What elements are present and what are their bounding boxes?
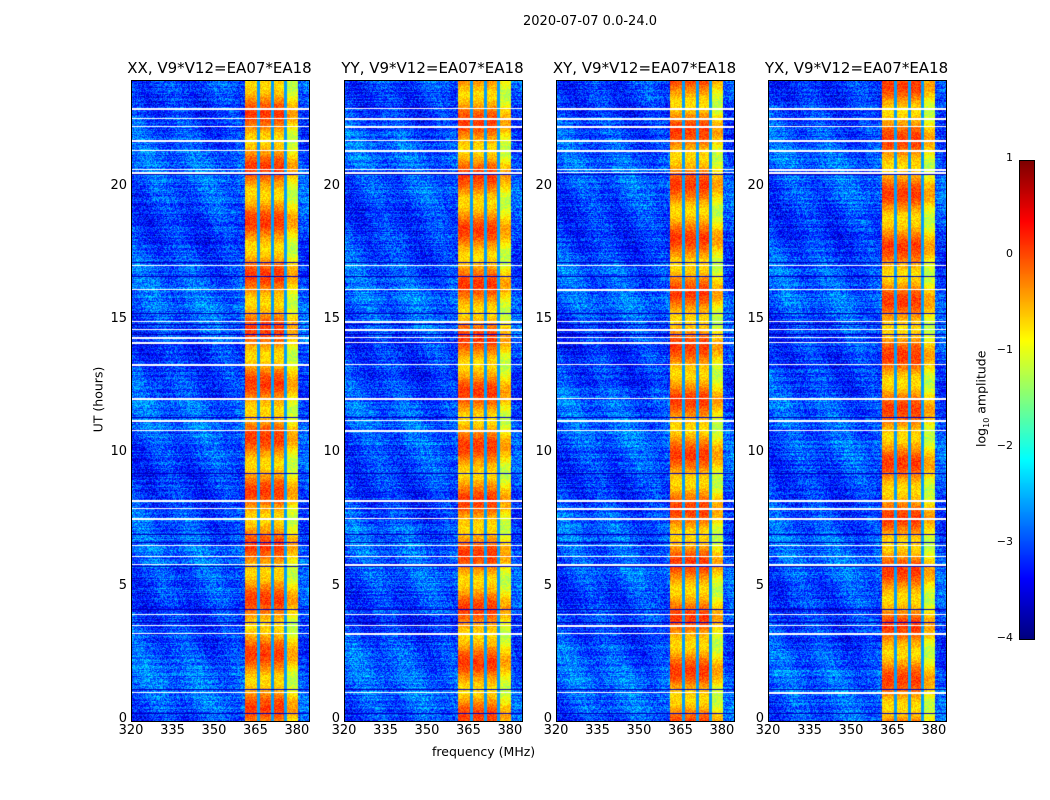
colorbar-label-log: log [973,427,989,447]
y-tick-label: 10 [535,444,552,460]
y-tick-label: 20 [535,177,552,193]
colorbar-tick-label: −2 [996,439,1013,452]
y-tick-label: 20 [110,177,127,193]
y-tick-label: 10 [323,444,340,460]
x-tick-label: 335 [797,723,822,738]
y-tick-label: 0 [118,711,127,726]
x-tick-label: 335 [160,723,185,738]
colorbar-tick-label: −1 [996,343,1013,356]
x-tick-label: 350 [414,723,440,738]
x-tick-label: 350 [201,723,227,738]
x-tick-label: 365 [243,723,268,738]
colorbar [1019,160,1035,640]
x-tick-label: 380 [709,723,735,738]
panel-title: YY, V9*V12=EA07*EA18 [341,59,524,77]
y-tick-label: 5 [543,577,552,593]
colorbar-tick-label: 1 [1006,151,1013,164]
x-tick-label: 335 [373,723,398,738]
x-tick-label: 350 [626,723,652,738]
colorbar-tick-label: −3 [996,535,1013,548]
y-tick-label: 0 [331,711,340,726]
y-tick-label: 15 [110,311,127,326]
x-tick-label: 380 [284,723,310,738]
x-tick-label: 320 [118,723,144,738]
colorbar-label-rest: amplitude [973,350,989,418]
y-tick-label: 5 [331,577,340,593]
x-tick-label: 380 [497,723,523,738]
x-tick-label: 380 [921,723,947,738]
x-tick-label: 365 [456,723,481,738]
y-tick-label: 0 [755,711,764,726]
y-tick-label: 15 [747,311,764,326]
y-tick-label: 20 [747,177,764,193]
y-tick-label: 20 [323,177,340,193]
y-tick-label: 15 [323,311,340,326]
y-tick-label: 0 [543,711,552,726]
colorbar-tick-label: 0 [1006,247,1013,260]
x-axis-label: frequency (MHz) [432,744,536,759]
heatmap-yy [344,80,523,722]
y-axis-label: UT (hours) [90,366,106,433]
x-tick-label: 350 [838,723,864,738]
heatmap-xx [131,80,310,722]
x-tick-label: 320 [543,723,569,738]
heatmap-xy [556,80,735,722]
y-tick-label: 15 [535,311,552,326]
y-tick-label: 5 [118,577,127,593]
x-tick-label: 320 [331,723,357,738]
figure-title: 2020-07-07 0.0-24.0 [523,14,657,29]
panel-title: XY, V9*V12=EA07*EA18 [552,59,737,77]
y-tick-label: 10 [747,444,764,460]
heatmap-yx [768,80,947,722]
colorbar-label-sub: 10 [981,417,991,428]
panel-title: XX, V9*V12=EA07*EA18 [127,59,312,77]
y-tick-label: 10 [110,444,127,460]
colorbar-label: log10 amplitude [973,349,991,449]
colorbar-tick-label: −4 [996,631,1013,644]
x-tick-label: 365 [668,723,693,738]
x-tick-label: 335 [585,723,610,738]
panel-title: YX, V9*V12=EA07*EA18 [764,59,949,77]
x-tick-label: 320 [755,723,781,738]
y-tick-label: 5 [755,577,764,593]
x-tick-label: 365 [880,723,905,738]
